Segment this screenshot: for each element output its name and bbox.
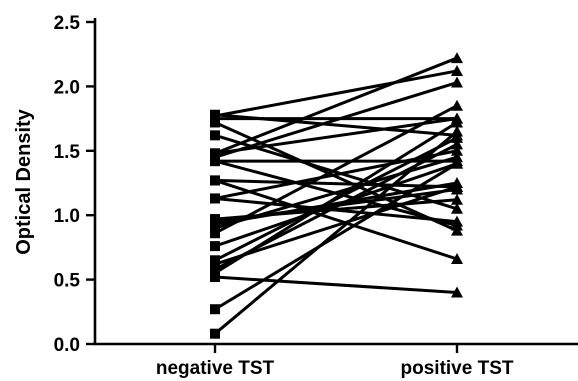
series-line-22 — [214, 56, 458, 155]
point-positive-tst-25 — [451, 112, 463, 124]
x-tick-label: positive TST — [401, 358, 514, 379]
series-line-26 — [214, 69, 458, 118]
point-negative-tst-23 — [210, 130, 220, 141]
series-line-9 — [214, 104, 458, 235]
point-negative-tst-5 — [210, 264, 220, 275]
point-negative-tst-1 — [210, 328, 220, 339]
point-negative-tst-7 — [210, 255, 220, 266]
series-line-15 — [214, 149, 458, 200]
y-axis-title: Optical Density — [13, 108, 35, 254]
series-line-2 — [214, 162, 458, 311]
point-negative-tst-8 — [210, 241, 220, 252]
series-line-23 — [214, 133, 458, 211]
y-tick-label: 2.5 — [54, 13, 81, 34]
point-positive-tst-13 — [451, 193, 463, 205]
point-positive-tst-3 — [451, 286, 463, 298]
x-tick-label: negative TST — [156, 358, 275, 379]
axes — [93, 18, 578, 346]
point-negative-tst-27 — [210, 109, 220, 120]
point-positive-tst-20 — [451, 76, 463, 88]
series-line-16 — [214, 178, 458, 261]
y-tick-label: 0.0 — [54, 335, 80, 356]
point-positive-tst-17 — [451, 180, 463, 192]
point-negative-tst-13 — [210, 214, 220, 225]
markers — [210, 52, 463, 339]
series-line-3 — [214, 275, 458, 294]
series-line-24 — [214, 121, 458, 233]
point-positive-tst-23 — [451, 202, 463, 214]
y-tick-label: 1.5 — [54, 142, 81, 163]
point-negative-tst-2 — [210, 304, 220, 315]
series-line-6 — [214, 185, 458, 266]
series-line-17 — [214, 178, 458, 189]
y-tick-label: 2.0 — [54, 77, 80, 98]
point-positive-tst-26 — [451, 64, 463, 76]
point-negative-tst-22 — [210, 148, 220, 159]
point-positive-tst-16 — [451, 252, 463, 264]
point-positive-tst-5 — [451, 138, 463, 150]
series-line-18 — [214, 159, 458, 227]
point-positive-tst-19 — [451, 155, 463, 167]
point-negative-tst-9 — [210, 228, 220, 239]
point-positive-tst-15 — [451, 144, 463, 156]
point-negative-tst-17 — [210, 175, 220, 186]
y-ticks: 0.0 0.5 1.0 1.5 2.0 2.5 — [54, 13, 95, 356]
point-positive-tst-27 — [451, 129, 463, 141]
pair-lines — [214, 56, 458, 335]
x-ticks: negative TST positive TST — [156, 344, 514, 379]
point-positive-tst-9 — [451, 99, 463, 111]
point-negative-tst-15 — [210, 193, 220, 204]
series-line-27 — [214, 113, 458, 137]
point-positive-tst-22 — [451, 52, 463, 64]
point-positive-tst-24 — [451, 224, 463, 236]
y-tick-label: 1.0 — [54, 206, 80, 227]
series-line-14 — [214, 196, 458, 224]
y-tick-label: 0.5 — [54, 271, 81, 292]
